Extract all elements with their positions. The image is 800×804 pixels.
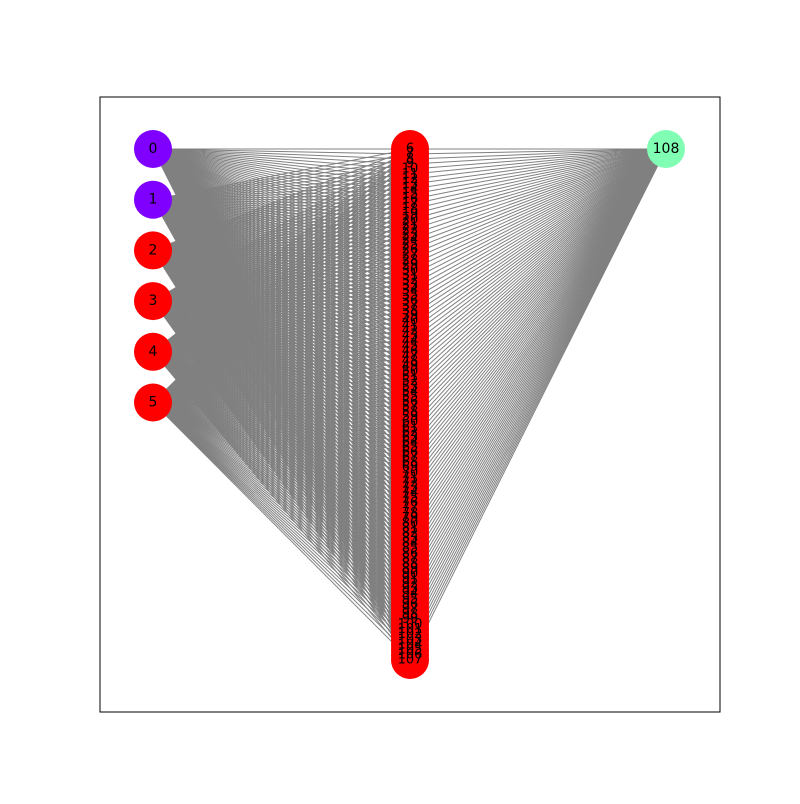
left-node: 2 (134, 231, 172, 269)
right-node-label: 108 (653, 141, 680, 157)
left-node: 3 (134, 282, 172, 320)
left-node-label: 1 (149, 192, 158, 208)
left-node-label: 0 (149, 141, 158, 157)
middle-node-label: 107 (398, 653, 423, 668)
left-node-label: 4 (149, 344, 158, 360)
left-node: 5 (134, 384, 172, 422)
left-node-label: 2 (149, 242, 158, 258)
left-node: 0 (134, 130, 172, 168)
left-node: 1 (134, 181, 172, 219)
edge (153, 402, 410, 403)
left-node-label: 5 (149, 395, 158, 411)
left-node-label: 3 (149, 293, 158, 309)
right-node: 108 (647, 130, 685, 168)
left-node: 4 (134, 333, 172, 371)
